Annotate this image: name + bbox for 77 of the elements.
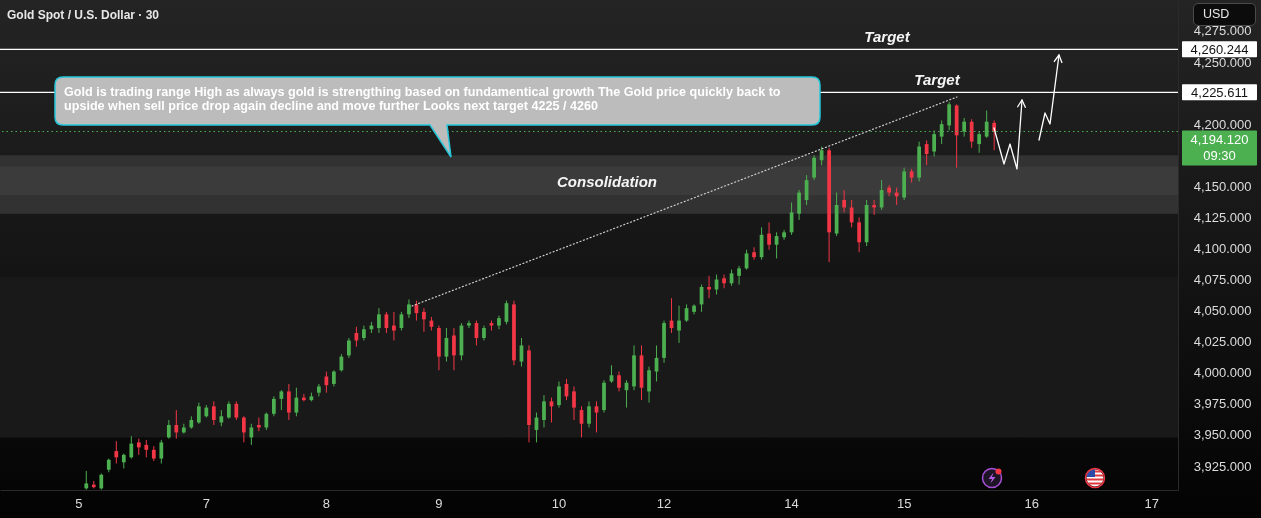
- x-tick-label: 8: [322, 495, 331, 511]
- candlestick: [969, 118, 974, 149]
- candlestick: [159, 439, 164, 465]
- y-tick-label: 4,275.000: [1193, 23, 1252, 39]
- y-tick-label: 4,000.000: [1193, 365, 1252, 381]
- y-tick-label: 3,925.000: [1193, 458, 1252, 474]
- candlestick: [842, 189, 846, 213]
- y-tick-label: 4,125.000: [1193, 209, 1252, 225]
- candlestick: [782, 229, 786, 241]
- candlestick: [594, 400, 599, 433]
- candlestick: [211, 400, 216, 426]
- candlestick: [617, 371, 621, 392]
- y-axis-title: USD: [1203, 7, 1230, 21]
- candlestick: [924, 139, 929, 166]
- candlestick: [707, 275, 711, 299]
- candlestick: [887, 184, 891, 197]
- candlestick: [196, 402, 201, 425]
- y-tick-label: 3,975.000: [1193, 396, 1252, 412]
- candlestick: [174, 409, 179, 440]
- candlestick: [392, 311, 396, 341]
- candlestick: [377, 307, 381, 334]
- x-tick-label: 17: [1144, 495, 1159, 511]
- candlestick: [542, 394, 546, 428]
- candlestick: [752, 246, 756, 261]
- text: 09:30: [1203, 148, 1236, 164]
- annotation: Target: [864, 28, 911, 46]
- candlestick: [737, 265, 741, 286]
- candlestick: [279, 389, 284, 411]
- candlestick: [234, 400, 239, 421]
- ref-line-label: 4,260.244: [1190, 41, 1249, 57]
- candlestick: [84, 470, 89, 491]
- candlestick: [241, 415, 246, 443]
- y-tick-label: 4,100.000: [1193, 240, 1252, 256]
- candlestick: [452, 327, 456, 371]
- y-tick-label: 4,050.000: [1193, 303, 1252, 319]
- candlestick: [947, 101, 952, 131]
- y-tick-label: 4,025.000: [1193, 334, 1252, 350]
- y-tick-label: 4,200.000: [1193, 116, 1252, 132]
- ref-line-label: 4,225.611: [1191, 84, 1248, 100]
- ref-line-label: 4,194.120: [1190, 131, 1249, 147]
- candlestick: [407, 298, 411, 319]
- candlestick: [857, 216, 861, 253]
- annotation: Consolidation: [557, 172, 657, 190]
- annotation: Gold is trading range High as always gold is strengthing based on fundamentical growth The Gold price quickly back to upside when sell price drop again decline and move further Looks next target 4225 / 4260: [64, 85, 782, 113]
- candlestick: [647, 366, 651, 404]
- annotation: Target: [914, 71, 961, 89]
- x-tick-label: 10: [551, 495, 567, 511]
- candlestick: [767, 221, 771, 251]
- candlestick: [677, 305, 681, 344]
- candlestick: [271, 395, 276, 417]
- candlestick: [812, 154, 816, 181]
- candlestick: [467, 320, 471, 329]
- candlestick: [572, 385, 576, 421]
- x-tick-label: 7: [202, 495, 210, 511]
- candlestick: [422, 307, 426, 333]
- y-tick-label: 4,075.000: [1193, 272, 1252, 288]
- x-tick-label: 5: [75, 495, 83, 511]
- x-tick-label: 12: [656, 495, 672, 511]
- candlestick: [587, 400, 591, 428]
- x-tick-label: 16: [1024, 495, 1039, 511]
- y-tick-label: 3,950.000: [1193, 427, 1252, 443]
- candlestick: [287, 383, 291, 421]
- candlestick: [879, 179, 884, 211]
- candlestick: [249, 423, 254, 446]
- candlestick: [557, 380, 561, 409]
- x-tick-label: 14: [784, 495, 799, 511]
- candlestick: [129, 435, 134, 460]
- x-tick-label: 15: [896, 495, 912, 511]
- candlestick: [722, 274, 726, 289]
- candlestick: [166, 419, 171, 440]
- candlestick: [797, 189, 801, 221]
- text: Gold Spot / U.S. Dollar · 30: [7, 8, 160, 22]
- y-tick-label: 4,150.000: [1193, 178, 1252, 194]
- candlestick: [114, 440, 119, 465]
- candlestick: [347, 337, 351, 359]
- x-tick-label: 9: [435, 495, 443, 511]
- y-tick-label: 4,250.000: [1193, 54, 1252, 70]
